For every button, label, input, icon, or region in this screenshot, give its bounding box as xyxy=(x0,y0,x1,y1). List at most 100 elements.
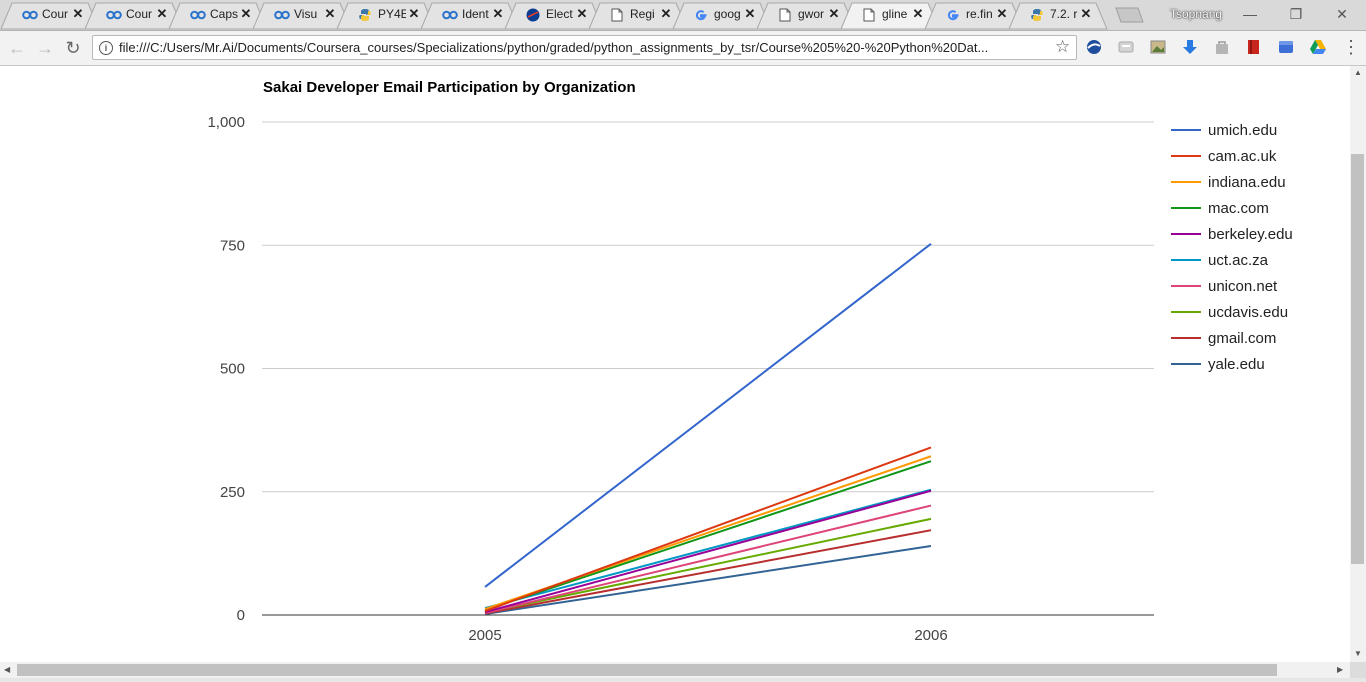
blue-box-icon[interactable] xyxy=(1278,39,1294,55)
tab-close-icon[interactable]: ✕ xyxy=(240,6,252,21)
tab-title: 7.2. r xyxy=(1050,7,1078,21)
tab-close-icon[interactable]: ✕ xyxy=(492,6,504,21)
google-icon xyxy=(946,8,960,22)
series-line xyxy=(484,489,932,614)
document-icon xyxy=(862,8,876,22)
series-line xyxy=(484,504,932,615)
url-text[interactable]: file:///C:/Users/Mr.Ai/Documents/Courser… xyxy=(119,40,989,55)
vertical-scroll-thumb[interactable] xyxy=(1351,154,1364,564)
tab-11[interactable]: re.fin ✕ xyxy=(924,2,1024,30)
x-tick-label: 2006 xyxy=(914,627,947,644)
scroll-left-arrow-icon[interactable]: ◀ xyxy=(4,665,11,674)
tab-close-icon[interactable]: ✕ xyxy=(156,6,168,21)
legend-label: umich.edu xyxy=(1208,122,1277,139)
tab-8[interactable]: goog ✕ xyxy=(672,2,772,30)
tab-6[interactable]: Elect ✕ xyxy=(504,2,604,30)
forward-button[interactable]: → xyxy=(36,38,54,58)
reload-button[interactable]: ↻ xyxy=(65,38,81,58)
minimize-button[interactable]: — xyxy=(1243,6,1257,22)
tab-title: Cour xyxy=(126,7,153,21)
tab-10[interactable]: gline ✕ xyxy=(840,2,940,30)
python-icon xyxy=(358,8,372,22)
tab-12[interactable]: 7.2. r ✕ xyxy=(1008,2,1108,30)
tab-0[interactable]: Cour ✕ xyxy=(0,2,100,30)
tab-title: gline xyxy=(882,7,908,21)
tab-close-icon[interactable]: ✕ xyxy=(996,6,1008,21)
tab-2[interactable]: Caps ✕ xyxy=(168,2,268,30)
red-book-icon[interactable] xyxy=(1246,39,1262,55)
document-icon xyxy=(778,8,792,22)
tab-4[interactable]: PY4E ✕ xyxy=(336,2,436,30)
tab-title: re.fin xyxy=(966,7,993,21)
photo-icon[interactable] xyxy=(1150,39,1166,55)
grey-cast-icon[interactable] xyxy=(1118,39,1134,55)
tab-close-icon[interactable]: ✕ xyxy=(324,6,336,21)
vertical-scrollbar[interactable]: ▲ ▼ xyxy=(1350,66,1366,662)
page-content: 0 250 500 750 1,000 2005 2006 umich.edu cam.ac.u… xyxy=(0,66,1350,662)
legend-label: gmail.com xyxy=(1208,330,1276,347)
tab-5[interactable]: Ident ✕ xyxy=(420,2,520,30)
legend-label: ucdavis.edu xyxy=(1208,304,1288,321)
coursera-icon xyxy=(190,8,206,22)
window-bottom-edge xyxy=(0,678,1366,682)
tab-close-icon[interactable]: ✕ xyxy=(1080,6,1092,21)
drive-icon[interactable] xyxy=(1310,39,1326,55)
y-tick-label: 250 xyxy=(220,484,245,501)
tab-title: Elect xyxy=(546,7,573,21)
bag-icon[interactable] xyxy=(1214,39,1230,55)
legend-label: uct.ac.za xyxy=(1208,252,1269,269)
coursera-icon xyxy=(274,8,290,22)
info-icon[interactable]: i xyxy=(99,41,113,55)
coursera-icon xyxy=(106,8,122,22)
legend-label: berkeley.edu xyxy=(1208,226,1293,243)
tab-title: goog xyxy=(714,7,741,21)
horizontal-scroll-thumb[interactable] xyxy=(17,664,1277,676)
y-tick-label: 500 xyxy=(220,361,245,378)
y-tick-label: 0 xyxy=(237,607,245,624)
tab-close-icon[interactable]: ✕ xyxy=(912,6,924,21)
legend-label: yale.edu xyxy=(1208,356,1265,373)
series-line xyxy=(484,446,932,612)
tab-close-icon[interactable]: ✕ xyxy=(72,6,84,21)
series-line xyxy=(484,242,932,588)
legend-label: cam.ac.uk xyxy=(1208,148,1277,165)
back-button[interactable]: ← xyxy=(8,38,26,58)
tab-3[interactable]: Visu ✕ xyxy=(252,2,352,30)
scroll-up-arrow-icon[interactable]: ▲ xyxy=(1354,68,1362,77)
x-tick-label: 2005 xyxy=(468,627,501,644)
tab-title: Ident xyxy=(462,7,489,21)
tab-title: Cour xyxy=(42,7,69,21)
window-close-button[interactable]: ✕ xyxy=(1336,6,1348,22)
tab-close-icon[interactable]: ✕ xyxy=(744,6,756,21)
legend-label: indiana.edu xyxy=(1208,174,1286,191)
series-line xyxy=(484,517,932,614)
scroll-down-arrow-icon[interactable]: ▼ xyxy=(1354,649,1362,658)
python-icon xyxy=(1030,8,1044,22)
tab-close-icon[interactable]: ✕ xyxy=(660,6,672,21)
line-chart: 0 250 500 750 1,000 2005 2006 umich.edu cam.ac.u… xyxy=(207,114,1293,644)
nasa-icon xyxy=(526,8,540,22)
bookmark-star-icon[interactable]: ☆ xyxy=(1055,37,1071,56)
tab-1[interactable]: Cour ✕ xyxy=(84,2,184,30)
tab-9[interactable]: gwor ✕ xyxy=(756,2,856,30)
download-icon[interactable] xyxy=(1182,39,1198,55)
tab-title: Visu xyxy=(294,7,318,21)
tab-title: PY4E xyxy=(378,7,406,21)
new-tab-button[interactable] xyxy=(1112,7,1146,23)
restore-button[interactable]: ❐ xyxy=(1289,6,1303,22)
coursera-icon xyxy=(22,8,38,22)
blue-globe-icon[interactable] xyxy=(1086,39,1102,55)
menu-icon[interactable]: ⋮ xyxy=(1342,37,1360,57)
y-tick-label: 750 xyxy=(220,237,245,254)
tab-7[interactable]: Regi ✕ xyxy=(588,2,688,30)
tab-close-icon[interactable]: ✕ xyxy=(408,6,420,21)
series-line xyxy=(484,488,932,610)
scroll-right-arrow-icon[interactable]: ▶ xyxy=(1337,665,1344,674)
address-bar[interactable]: i file:///C:/Users/Mr.Ai/Documents/Cours… xyxy=(92,35,1077,60)
horizontal-scrollbar[interactable]: ◀ ▶ xyxy=(0,662,1350,678)
tab-title: gwor xyxy=(798,7,825,21)
tab-close-icon[interactable]: ✕ xyxy=(828,6,840,21)
series-line xyxy=(484,544,932,616)
tab-close-icon[interactable]: ✕ xyxy=(576,6,588,21)
profile-name[interactable]: Tsopnang xyxy=(1170,7,1223,21)
